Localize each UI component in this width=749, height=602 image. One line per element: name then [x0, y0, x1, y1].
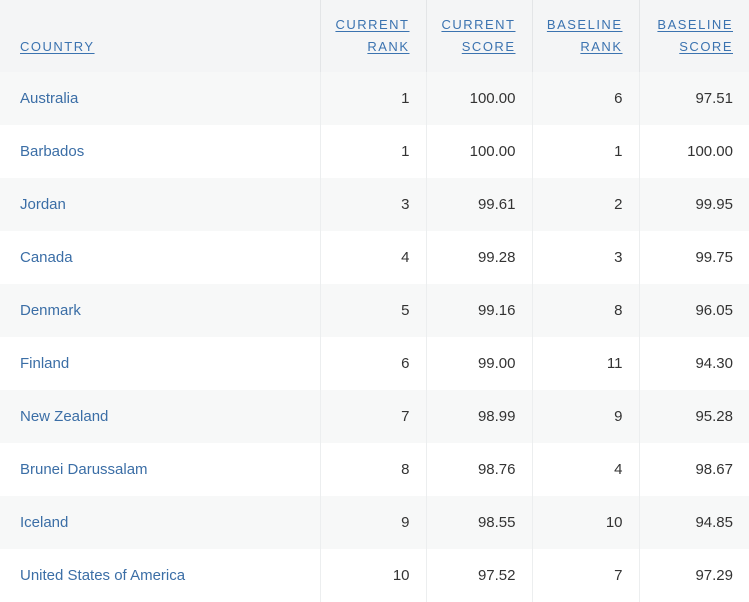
table-row: Denmark 5 99.16 8 96.05	[0, 284, 749, 337]
country-link[interactable]: New Zealand	[20, 408, 109, 425]
sort-country-header[interactable]: COUNTRY	[0, 0, 320, 72]
current-score-cell: 100.00	[425, 125, 532, 178]
header-label: RANK	[580, 39, 623, 54]
country-link[interactable]: Finland	[20, 355, 70, 372]
table-row: New Zealand 7 98.99 9 95.28	[0, 390, 749, 443]
country-link[interactable]: Jordan	[20, 196, 66, 213]
table-row: United States of America 10 97.52 7 97.2…	[0, 549, 749, 602]
country-link[interactable]: Canada	[20, 249, 73, 266]
country-link[interactable]: Australia	[20, 90, 79, 107]
country-link[interactable]: Brunei Darussalam	[20, 461, 148, 478]
current-rank-cell: 7	[319, 390, 426, 443]
table-header: COUNTRY CURRENT RANK CURRENT SCORE BASEL…	[0, 0, 749, 72]
current-rank-cell: 3	[319, 178, 426, 231]
country-link[interactable]: United States of America	[20, 567, 186, 584]
current-score-cell: 99.16	[425, 284, 532, 337]
baseline-score-cell: 100.00	[638, 125, 749, 178]
baseline-rank-cell: 11	[531, 337, 639, 390]
current-score-cell: 98.55	[425, 496, 532, 549]
header-label: CURRENT	[335, 17, 410, 32]
table-row: Jordan 3 99.61 2 99.95	[0, 178, 749, 231]
current-score-cell: 98.76	[425, 443, 532, 496]
baseline-rank-cell: 1	[531, 125, 639, 178]
header-label: BASELINE	[546, 17, 623, 32]
sort-current-rank-header[interactable]: CURRENT RANK	[319, 0, 426, 72]
table-row: Finland 6 99.00 11 94.30	[0, 337, 749, 390]
sort-baseline-score-header[interactable]: BASELINE SCORE	[638, 0, 749, 72]
baseline-rank-cell: 2	[531, 178, 639, 231]
table-row: Australia 1 100.00 6 97.51	[0, 72, 749, 125]
sort-current-score-header[interactable]: CURRENT SCORE	[425, 0, 532, 72]
country-link[interactable]: Barbados	[20, 143, 85, 160]
baseline-score-cell: 94.85	[638, 496, 749, 549]
baseline-rank-cell: 6	[531, 72, 639, 125]
current-score-cell: 99.28	[425, 231, 532, 284]
baseline-score-cell: 97.29	[638, 549, 749, 602]
baseline-score-cell: 94.30	[638, 337, 749, 390]
current-rank-cell: 8	[319, 443, 426, 496]
baseline-score-cell: 99.95	[638, 178, 749, 231]
current-rank-cell: 6	[319, 337, 426, 390]
baseline-rank-cell: 10	[531, 496, 639, 549]
current-rank-cell: 10	[319, 549, 426, 602]
header-label: COUNTRY	[20, 39, 95, 54]
table-row: Iceland 9 98.55 10 94.85	[0, 496, 749, 549]
baseline-score-cell: 95.28	[638, 390, 749, 443]
table-row: Barbados 1 100.00 1 100.00	[0, 125, 749, 178]
current-rank-cell: 1	[319, 72, 426, 125]
country-link[interactable]: Denmark	[20, 302, 81, 319]
baseline-rank-cell: 7	[531, 549, 639, 602]
header-row: COUNTRY CURRENT RANK CURRENT SCORE BASEL…	[0, 0, 749, 72]
header-label: CURRENT	[441, 17, 516, 32]
current-rank-cell: 1	[319, 125, 426, 178]
baseline-rank-cell: 4	[531, 443, 639, 496]
baseline-score-cell: 99.75	[638, 231, 749, 284]
current-score-cell: 100.00	[425, 72, 532, 125]
current-rank-cell: 9	[319, 496, 426, 549]
current-rank-cell: 4	[319, 231, 426, 284]
header-label: SCORE	[461, 39, 516, 54]
baseline-rank-cell: 9	[531, 390, 639, 443]
current-score-cell: 99.61	[425, 178, 532, 231]
table-row: Canada 4 99.28 3 99.75	[0, 231, 749, 284]
header-label: SCORE	[679, 39, 733, 54]
baseline-score-cell: 97.51	[638, 72, 749, 125]
current-score-cell: 98.99	[425, 390, 532, 443]
baseline-score-cell: 98.67	[638, 443, 749, 496]
sort-baseline-rank-header[interactable]: BASELINE RANK	[531, 0, 639, 72]
current-score-cell: 99.00	[425, 337, 532, 390]
header-label: BASELINE	[657, 17, 733, 32]
baseline-rank-cell: 3	[531, 231, 639, 284]
current-rank-cell: 5	[319, 284, 426, 337]
table-body: Australia 1 100.00 6 97.51 Barbados 1 10…	[0, 72, 749, 602]
country-link[interactable]: Iceland	[20, 514, 69, 531]
table-row: Brunei Darussalam 8 98.76 4 98.67	[0, 443, 749, 496]
baseline-rank-cell: 8	[531, 284, 639, 337]
baseline-score-cell: 96.05	[638, 284, 749, 337]
current-score-cell: 97.52	[425, 549, 532, 602]
header-label: RANK	[367, 39, 410, 54]
